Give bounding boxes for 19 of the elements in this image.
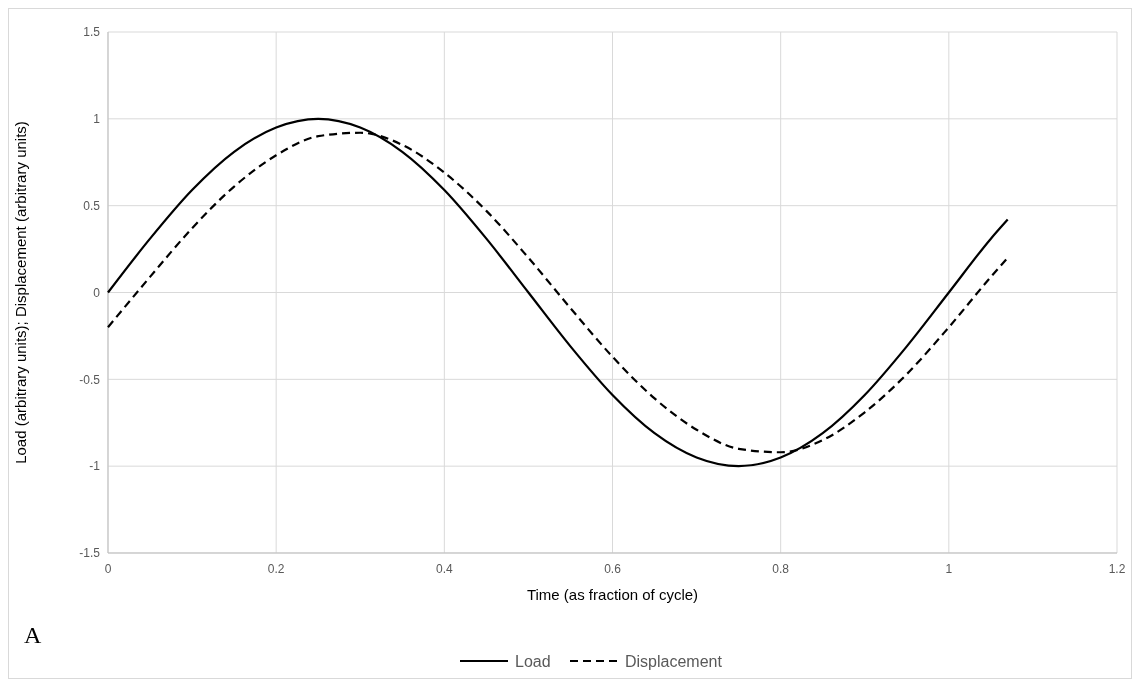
text: A (24, 622, 42, 648)
x-tick-label: 1.2 (1108, 562, 1126, 576)
legend-label: Displacement (625, 652, 723, 670)
x-tick-label: 0.2 (267, 562, 285, 576)
x-tick-label: 0.6 (604, 562, 622, 576)
y-axis-title: Load (arbitrary units); Displacement (arbitrary units) (12, 121, 29, 464)
y-tick-label: 1.5 (83, 25, 101, 40)
x-tick-label: 0 (104, 562, 112, 576)
x-tick-label: 0.8 (772, 562, 790, 576)
y-tick-label: 1 (93, 112, 101, 127)
y-tick-label: 0 (93, 285, 101, 300)
x-tick-label: 0.4 (435, 562, 453, 576)
x-tick-label: 1 (945, 562, 953, 576)
legend-label: Load (515, 652, 551, 670)
y-tick-label: -1 (89, 459, 101, 474)
y-tick-label: -0.5 (79, 372, 101, 387)
x-axis-title: Time (as fraction of cycle) (526, 586, 699, 603)
y-tick-label: -1.5 (79, 546, 101, 561)
y-tick-label: 0.5 (83, 198, 101, 213)
